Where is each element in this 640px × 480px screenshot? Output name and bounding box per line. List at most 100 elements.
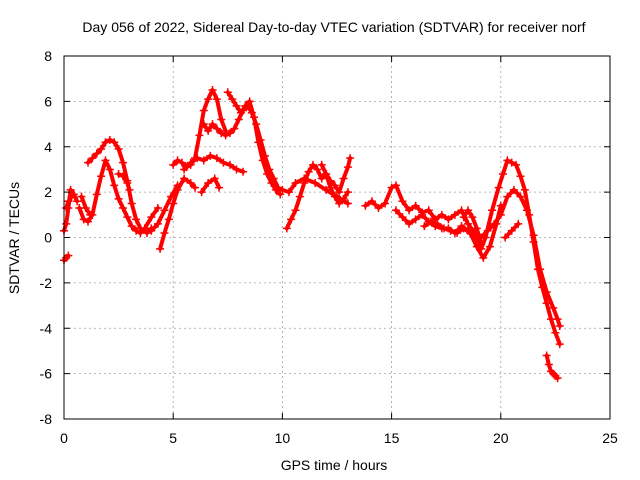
- data-point: [84, 158, 93, 167]
- data-point: [335, 188, 344, 197]
- y-tick-label: -2: [40, 275, 53, 291]
- data-point: [507, 226, 516, 235]
- data-point: [555, 321, 564, 330]
- y-tick-label: -6: [40, 366, 53, 382]
- data-point: [110, 181, 119, 190]
- data-point: [88, 154, 97, 163]
- data-point: [197, 188, 206, 197]
- data-point: [110, 138, 119, 147]
- data-point: [322, 185, 331, 194]
- data-point: [464, 219, 473, 228]
- y-tick-label: -8: [40, 411, 53, 427]
- data-point: [263, 169, 272, 178]
- data-point: [503, 192, 512, 201]
- data-point: [169, 199, 178, 208]
- data-point: [291, 206, 300, 215]
- data-point: [147, 213, 156, 222]
- data-point: [97, 172, 106, 181]
- data-point: [239, 167, 248, 176]
- data-point: [520, 185, 529, 194]
- data-point: [492, 219, 501, 228]
- data-point: [77, 192, 86, 201]
- data-point: [516, 192, 525, 201]
- y-axis-label: SDTVAR / TECUs: [6, 182, 22, 294]
- data-point: [232, 101, 241, 110]
- data-point: [219, 158, 228, 167]
- data-point: [118, 204, 127, 213]
- data-point: [217, 129, 226, 138]
- data-point: [210, 174, 219, 183]
- data-point: [221, 131, 230, 140]
- data-point: [173, 181, 182, 190]
- data-point: [258, 156, 267, 165]
- data-point: [330, 192, 339, 201]
- data-point: [496, 201, 505, 210]
- data-point: [503, 156, 512, 165]
- y-tick-label: 0: [44, 230, 52, 246]
- data-point: [127, 222, 136, 231]
- data-point: [291, 179, 300, 188]
- x-tick-label: 10: [275, 430, 291, 446]
- data-point: [501, 233, 510, 242]
- data-point: [271, 185, 280, 194]
- data-point: [343, 199, 352, 208]
- gridlines: [64, 56, 610, 419]
- data-point: [405, 219, 414, 228]
- data-point: [204, 95, 213, 104]
- data-point: [514, 219, 523, 228]
- data-point: [507, 158, 516, 167]
- data-point: [132, 215, 141, 224]
- data-point: [494, 183, 503, 192]
- data-point: [125, 185, 134, 194]
- data-point: [549, 303, 558, 312]
- data-point: [212, 154, 221, 163]
- data-point: [446, 226, 455, 235]
- data-point: [156, 244, 165, 253]
- data-point: [529, 238, 538, 247]
- data-point: [339, 174, 348, 183]
- data-point: [538, 283, 547, 292]
- data-point: [479, 253, 488, 262]
- data-point: [195, 131, 204, 140]
- data-point: [232, 165, 241, 174]
- data-point: [317, 174, 326, 183]
- data-point: [472, 224, 481, 233]
- data-point: [114, 169, 123, 178]
- x-tick-label: 15: [384, 430, 400, 446]
- data-point: [381, 199, 390, 208]
- data-point: [245, 97, 254, 106]
- data-point: [114, 194, 123, 203]
- x-tick-label: 0: [60, 430, 68, 446]
- data-point: [533, 265, 542, 274]
- x-tick-label: 25: [602, 430, 618, 446]
- data-point: [464, 206, 473, 215]
- data-point: [267, 179, 276, 188]
- data-point: [367, 197, 376, 206]
- data-point: [387, 183, 396, 192]
- data-point: [555, 340, 564, 349]
- data-point: [186, 179, 195, 188]
- data-point: [167, 192, 176, 201]
- data-point: [236, 108, 245, 117]
- data-point: [136, 224, 145, 233]
- axis-ticks: [63, 55, 611, 420]
- series-line: [116, 172, 132, 192]
- data-point: [547, 315, 556, 324]
- data-point: [326, 183, 335, 192]
- data-point: [66, 185, 75, 194]
- data-point: [223, 88, 232, 97]
- y-tick-label: 2: [44, 184, 52, 200]
- data-point: [322, 169, 331, 178]
- data-point: [512, 160, 521, 169]
- data-point: [391, 206, 400, 215]
- data-point: [542, 351, 551, 360]
- data-point: [525, 210, 534, 219]
- data-point: [105, 135, 114, 144]
- data-point: [488, 206, 497, 215]
- data-point: [450, 210, 459, 219]
- data-point: [230, 124, 239, 133]
- data-point: [84, 217, 93, 226]
- data-point: [330, 181, 339, 190]
- x-tick-labels: 0 5 10 15 20 25: [60, 430, 618, 446]
- data-point: [472, 242, 481, 251]
